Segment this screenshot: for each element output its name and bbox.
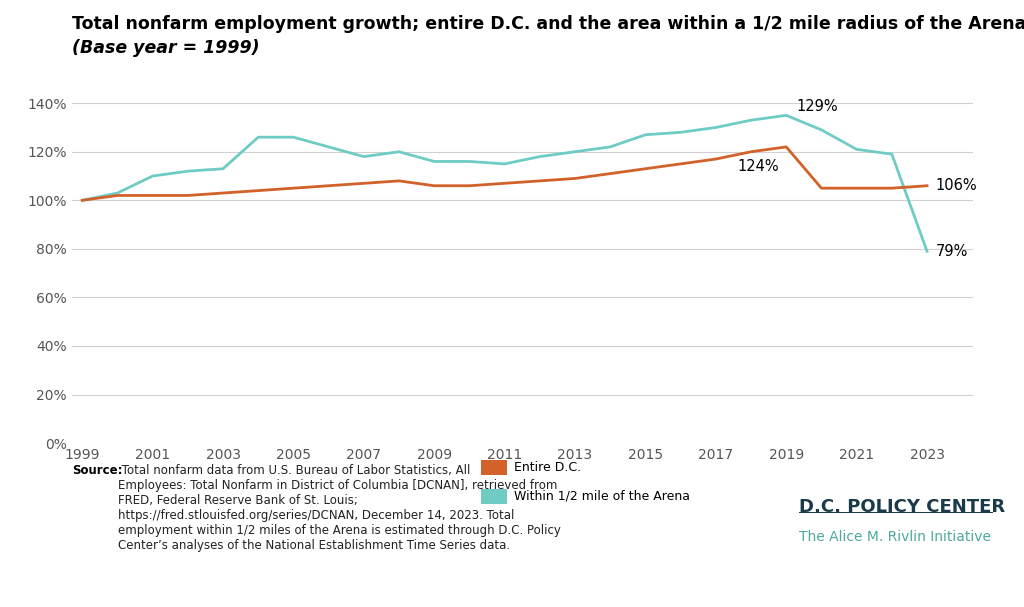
Text: (Base year = 1999): (Base year = 1999) bbox=[72, 39, 259, 58]
Text: Total nonfarm data from U.S. Bureau of Labor Statistics, All
Employees: Total No: Total nonfarm data from U.S. Bureau of L… bbox=[118, 464, 560, 552]
Text: 124%: 124% bbox=[737, 159, 779, 174]
Text: D.C. POLICY CENTER: D.C. POLICY CENTER bbox=[799, 498, 1005, 516]
Text: Within 1/2 mile of the Arena: Within 1/2 mile of the Arena bbox=[514, 489, 690, 503]
Text: Total nonfarm employment growth; entire D.C. and the area within a 1/2 mile radi: Total nonfarm employment growth; entire … bbox=[72, 15, 1024, 33]
Text: Source:: Source: bbox=[72, 464, 122, 477]
Text: 106%: 106% bbox=[936, 178, 978, 193]
Text: Entire D.C.: Entire D.C. bbox=[514, 461, 582, 474]
Text: The Alice M. Rivlin Initiative: The Alice M. Rivlin Initiative bbox=[799, 530, 991, 544]
Text: 129%: 129% bbox=[797, 99, 839, 114]
Text: 79%: 79% bbox=[936, 244, 969, 259]
